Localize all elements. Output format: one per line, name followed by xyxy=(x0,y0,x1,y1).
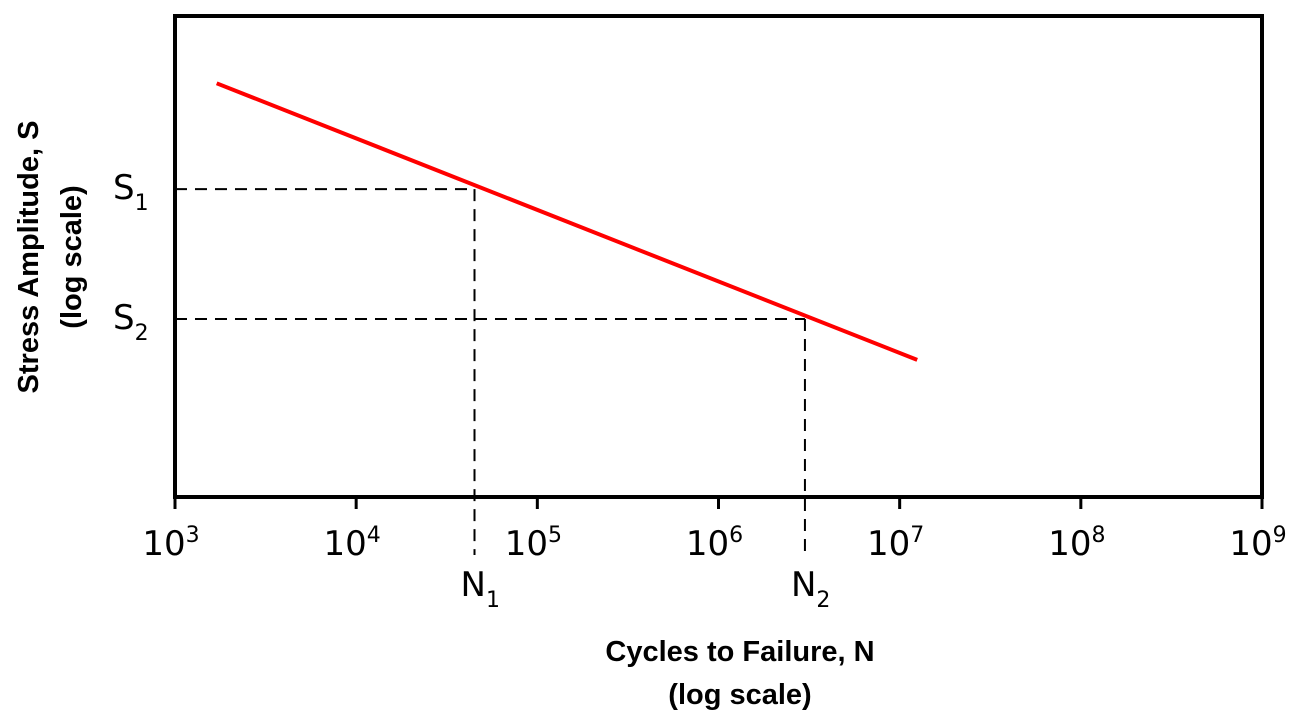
x-tick-label: 104 xyxy=(324,523,381,564)
plot-frame xyxy=(173,14,1264,499)
x-tick-label: 103 xyxy=(142,523,199,564)
stress-level-label: S1 xyxy=(113,168,149,216)
y-axis-title: Stress Amplitude, S xyxy=(13,121,45,394)
cycles-level-label: N2 xyxy=(791,565,830,613)
x-tick-label: 109 xyxy=(1229,523,1286,564)
reference-labels: S1 N1 S2 N2 xyxy=(113,168,830,613)
x-axis-title: Cycles to Failure, N xyxy=(605,636,874,668)
x-tick-label: 107 xyxy=(867,523,924,564)
series-layer xyxy=(215,81,918,362)
reference-guides xyxy=(175,188,806,555)
x-tick-label: 106 xyxy=(686,523,743,564)
x-tick-label: 108 xyxy=(1048,523,1105,564)
y-axis-subtitle: (log scale) xyxy=(56,185,88,328)
x-tick-marks xyxy=(173,497,1264,509)
sn-curve-line xyxy=(215,81,918,362)
x-tick-labels: 103 104 105 106 107 108 109 xyxy=(142,523,1286,564)
x-tick-label: 105 xyxy=(505,523,562,564)
x-axis-subtitle: (log scale) xyxy=(668,679,811,711)
stress-level-label: S2 xyxy=(113,298,149,346)
cycles-level-label: N1 xyxy=(461,565,500,613)
